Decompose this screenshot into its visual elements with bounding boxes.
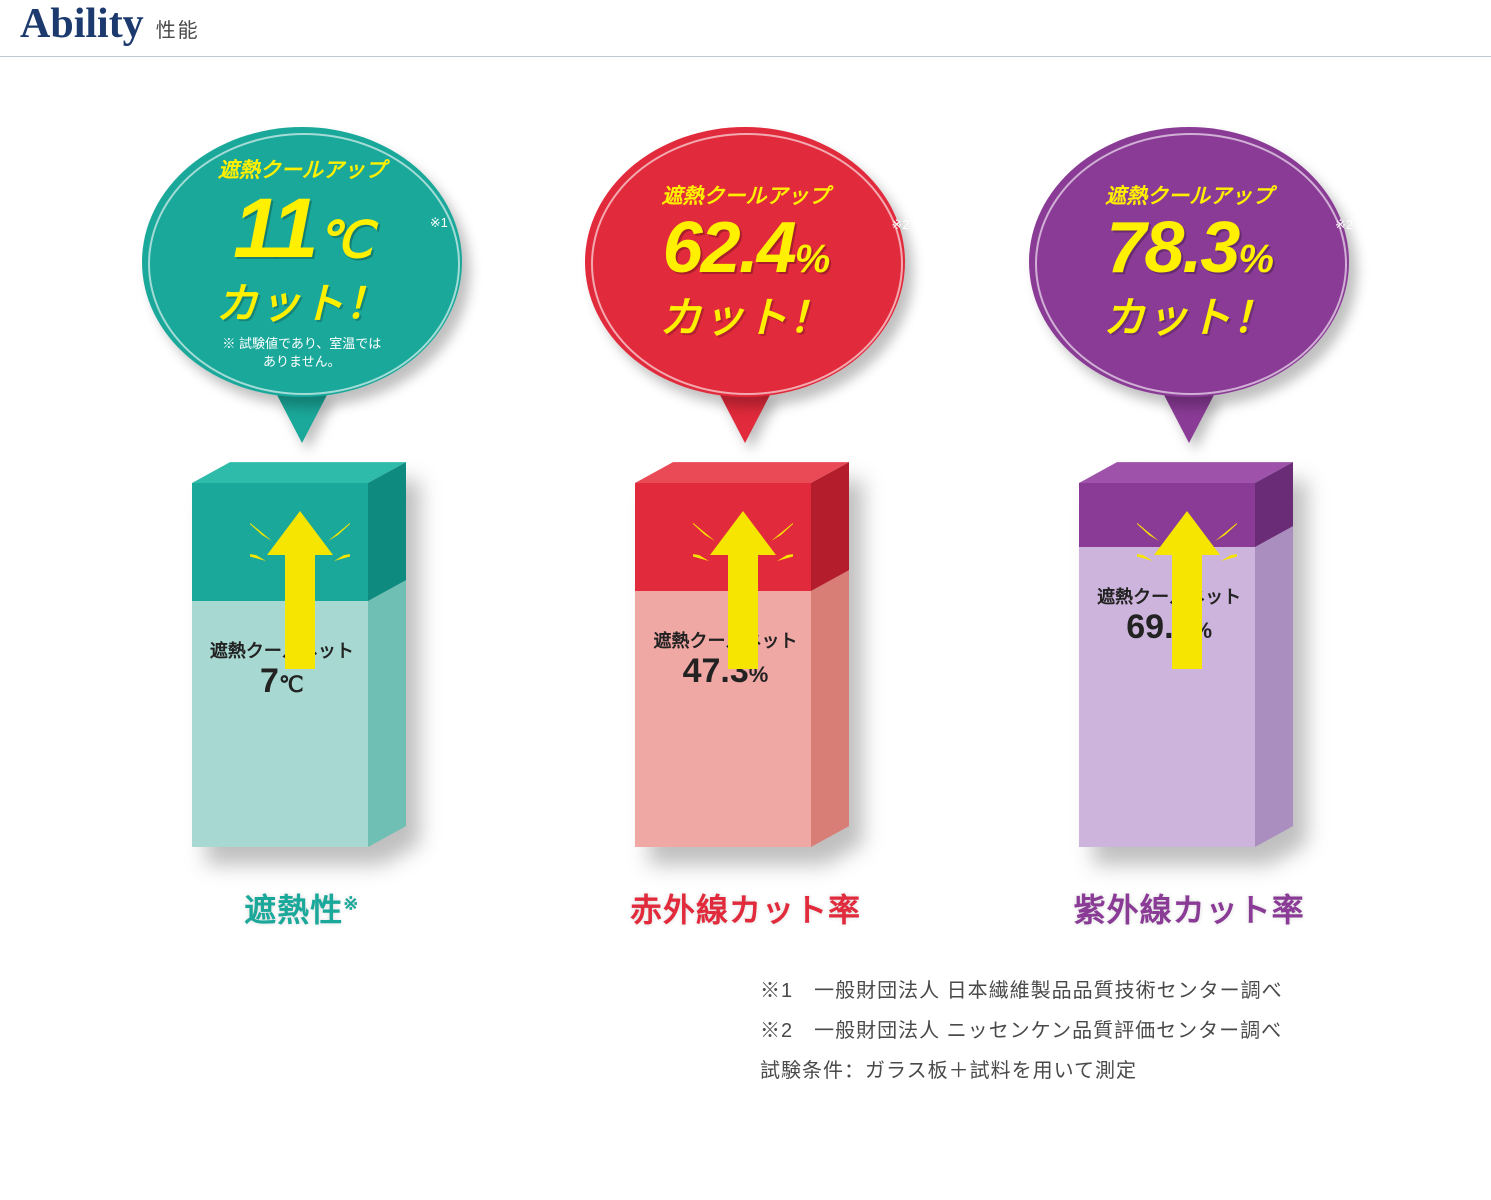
section-header: Ability 性能 bbox=[0, 0, 1491, 57]
footnote-line: ※1 一般財団法人 日本繊維製品品質技術センター調べ bbox=[760, 971, 1431, 1011]
bubble-cut-label: カット！ bbox=[659, 284, 831, 345]
chart-area: 遮熱クールアップ 11℃ カット！ ※ 試験値であり、室温では ありません。 ※… bbox=[0, 97, 1491, 951]
up-arrow-icon bbox=[693, 489, 793, 699]
bubble-value: 11℃ bbox=[233, 186, 370, 270]
bubble-cut-label: カット！ bbox=[216, 270, 388, 331]
chart-column: 遮熱クールアップ 62.4% カット！ ※2 遮熱クールネット 47.3% 赤外… bbox=[565, 127, 925, 931]
bubble-note: ※ 試験値であり、室温では ありません。 bbox=[222, 335, 381, 370]
header-title-jp: 性能 bbox=[156, 14, 200, 43]
bar-wrap: 遮熱クールネット 7℃ bbox=[192, 437, 412, 867]
chart-column: 遮熱クールアップ 78.3% カット！ ※2 遮熱クールネット 69.3% 紫外… bbox=[1009, 127, 1369, 931]
bubble-ref: ※2 bbox=[1335, 217, 1353, 233]
column-caption: 紫外線カット率 bbox=[1074, 885, 1305, 931]
speech-bubble: 遮熱クールアップ 78.3% カット！ ※2 bbox=[1029, 127, 1349, 437]
speech-bubble: 遮熱クールアップ 11℃ カット！ ※ 試験値であり、室温では ありません。 ※… bbox=[142, 127, 462, 437]
header-title-en: Ability bbox=[20, 0, 144, 48]
bubble-value: 78.3% bbox=[1106, 212, 1272, 284]
bubble-top-label: 遮熱クールアップ bbox=[661, 180, 829, 210]
bubble-ref: ※1 bbox=[430, 215, 448, 231]
chart-column: 遮熱クールアップ 11℃ カット！ ※ 試験値であり、室温では ありません。 ※… bbox=[122, 127, 482, 931]
up-arrow-icon bbox=[1137, 489, 1237, 699]
speech-bubble: 遮熱クールアップ 62.4% カット！ ※2 bbox=[585, 127, 905, 437]
bubble-top-label: 遮熱クールアップ bbox=[1105, 180, 1273, 210]
bar-wrap: 遮熱クールネット 47.3% bbox=[635, 437, 855, 867]
column-caption: 赤外線カット率 bbox=[630, 885, 861, 931]
bubble-ref: ※2 bbox=[891, 217, 909, 233]
footnote-line: ※2 一般財団法人 ニッセンケン品質評価センター調べ bbox=[760, 1011, 1431, 1051]
footnote-line: 試験条件：ガラス板＋試料を用いて測定 bbox=[760, 1051, 1431, 1091]
bubble-top-label: 遮熱クールアップ bbox=[218, 154, 386, 184]
bar-wrap: 遮熱クールネット 69.3% bbox=[1079, 437, 1299, 867]
bubble-cut-label: カット！ bbox=[1103, 284, 1275, 345]
column-caption: 遮熱性※ bbox=[244, 885, 359, 931]
up-arrow-icon bbox=[250, 489, 350, 699]
bubble-value: 62.4% bbox=[663, 212, 829, 284]
footnotes: ※1 一般財団法人 日本繊維製品品質技術センター調べ※2 一般財団法人 ニッセン… bbox=[760, 951, 1491, 1131]
